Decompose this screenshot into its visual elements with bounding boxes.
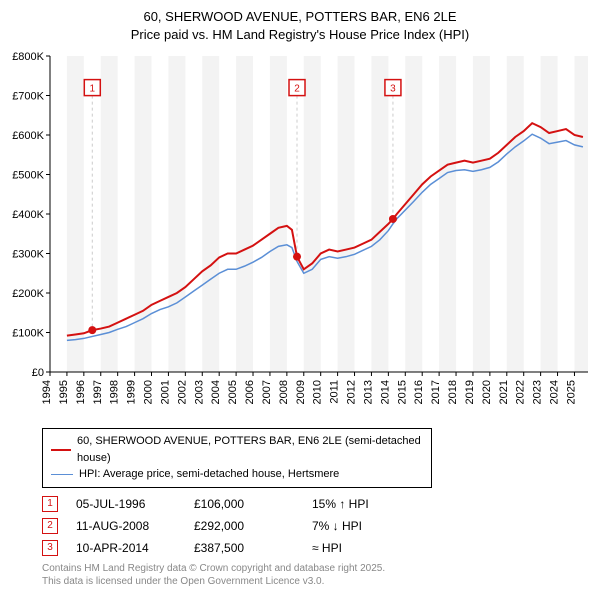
svg-text:2014: 2014 bbox=[379, 380, 391, 404]
attribution-line2: This data is licensed under the Open Gov… bbox=[42, 575, 592, 588]
svg-text:1995: 1995 bbox=[58, 380, 70, 404]
line-chart-svg: £0 £100K £200K £300K £400K £500K £600K £700K £80… bbox=[8, 52, 592, 422]
svg-text:£0: £0 bbox=[32, 367, 44, 379]
svg-text:1996: 1996 bbox=[75, 380, 87, 404]
svg-text:£700K: £700K bbox=[12, 91, 44, 103]
svg-text:£300K: £300K bbox=[12, 249, 44, 261]
svg-text:2: 2 bbox=[294, 84, 300, 95]
footnote-hpi: 7% ↓ HPI bbox=[312, 519, 412, 533]
footnote-marker: 2 bbox=[42, 518, 58, 534]
svg-text:£800K: £800K bbox=[12, 52, 44, 63]
svg-text:2002: 2002 bbox=[176, 380, 188, 404]
footnote-marker: 3 bbox=[42, 540, 58, 556]
title-line-subtitle: Price paid vs. HM Land Registry's House … bbox=[8, 26, 592, 44]
svg-text:1: 1 bbox=[90, 84, 96, 95]
attribution-line1: Contains HM Land Registry data © Crown c… bbox=[42, 562, 592, 575]
legend-swatch bbox=[51, 449, 71, 451]
price-point bbox=[88, 327, 96, 335]
svg-text:2010: 2010 bbox=[312, 380, 324, 404]
svg-text:2017: 2017 bbox=[430, 380, 442, 404]
svg-text:2025: 2025 bbox=[565, 380, 577, 404]
footnote-row: 1 05-JUL-1996 £106,000 15% ↑ HPI bbox=[42, 496, 592, 512]
svg-text:2009: 2009 bbox=[295, 380, 307, 404]
legend-item: 60, SHERWOOD AVENUE, POTTERS BAR, EN6 2L… bbox=[51, 433, 423, 466]
svg-text:2021: 2021 bbox=[498, 380, 510, 404]
footnote-price: £106,000 bbox=[194, 497, 294, 511]
svg-text:2016: 2016 bbox=[413, 380, 425, 404]
price-point bbox=[389, 215, 397, 223]
svg-text:2000: 2000 bbox=[143, 380, 155, 404]
footnote-hpi: 15% ↑ HPI bbox=[312, 497, 412, 511]
legend-label: HPI: Average price, semi-detached house,… bbox=[79, 466, 339, 483]
title-line-address: 60, SHERWOOD AVENUE, POTTERS BAR, EN6 2L… bbox=[8, 8, 592, 26]
svg-text:1998: 1998 bbox=[109, 380, 121, 404]
svg-text:2011: 2011 bbox=[329, 380, 341, 404]
svg-text:£200K: £200K bbox=[12, 288, 44, 300]
svg-text:£100K: £100K bbox=[12, 328, 44, 340]
svg-text:£600K: £600K bbox=[12, 130, 44, 142]
svg-text:3: 3 bbox=[390, 84, 396, 95]
chart-container: 60, SHERWOOD AVENUE, POTTERS BAR, EN6 2L… bbox=[8, 8, 592, 588]
plot-area: £0 £100K £200K £300K £400K £500K £600K £700K £80… bbox=[8, 52, 592, 422]
svg-text:2004: 2004 bbox=[210, 380, 222, 404]
svg-text:2015: 2015 bbox=[396, 380, 408, 404]
svg-text:2024: 2024 bbox=[549, 380, 561, 404]
svg-text:2018: 2018 bbox=[447, 380, 459, 404]
footnote-price: £292,000 bbox=[194, 519, 294, 533]
svg-text:1994: 1994 bbox=[41, 380, 53, 404]
footnote-date: 05-JUL-1996 bbox=[76, 497, 176, 511]
footnote-hpi: ≈ HPI bbox=[312, 541, 412, 555]
svg-text:2020: 2020 bbox=[481, 380, 493, 404]
svg-text:2019: 2019 bbox=[464, 380, 476, 404]
footnote-date: 10-APR-2014 bbox=[76, 541, 176, 555]
svg-text:2022: 2022 bbox=[515, 380, 527, 404]
chart-title: 60, SHERWOOD AVENUE, POTTERS BAR, EN6 2L… bbox=[8, 8, 592, 44]
footnote-price: £387,500 bbox=[194, 541, 294, 555]
footnote-date: 11-AUG-2008 bbox=[76, 519, 176, 533]
legend-item: HPI: Average price, semi-detached house,… bbox=[51, 466, 423, 483]
svg-text:2012: 2012 bbox=[346, 380, 358, 404]
svg-text:£400K: £400K bbox=[12, 209, 44, 221]
svg-text:1997: 1997 bbox=[92, 380, 104, 404]
svg-text:2003: 2003 bbox=[193, 380, 205, 404]
svg-text:2005: 2005 bbox=[227, 380, 239, 404]
price-point bbox=[293, 253, 301, 261]
svg-text:1999: 1999 bbox=[126, 380, 138, 404]
footnote-row: 2 11-AUG-2008 £292,000 7% ↓ HPI bbox=[42, 518, 592, 534]
legend-label: 60, SHERWOOD AVENUE, POTTERS BAR, EN6 2L… bbox=[77, 433, 423, 466]
attribution: Contains HM Land Registry data © Crown c… bbox=[42, 562, 592, 588]
legend-swatch bbox=[51, 474, 73, 476]
svg-text:2007: 2007 bbox=[261, 380, 273, 404]
svg-text:2008: 2008 bbox=[278, 380, 290, 404]
svg-text:2001: 2001 bbox=[159, 380, 171, 404]
svg-text:2023: 2023 bbox=[532, 380, 544, 404]
svg-text:2006: 2006 bbox=[244, 380, 256, 404]
footnote-row: 3 10-APR-2014 £387,500 ≈ HPI bbox=[42, 540, 592, 556]
svg-text:£500K: £500K bbox=[12, 170, 44, 182]
footnotes: 1 05-JUL-1996 £106,000 15% ↑ HPI 2 11-AUG-200… bbox=[42, 496, 592, 556]
footnote-marker: 1 bbox=[42, 496, 58, 512]
legend: 60, SHERWOOD AVENUE, POTTERS BAR, EN6 2L… bbox=[42, 428, 432, 488]
svg-text:2013: 2013 bbox=[362, 380, 374, 404]
